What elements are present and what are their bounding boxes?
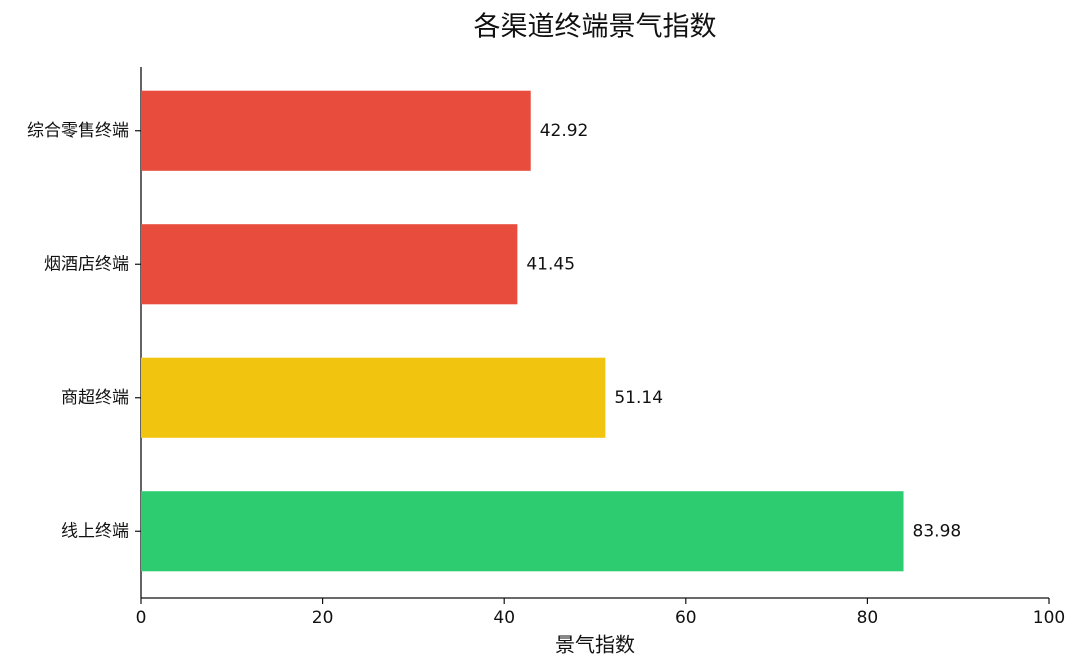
y-tick-label: 综合零售终端	[27, 121, 129, 141]
y-tick-label: 烟酒店终端	[44, 254, 129, 274]
bar	[141, 491, 904, 572]
bar	[141, 90, 531, 171]
value-label: 51.14	[614, 388, 663, 408]
bar	[141, 357, 606, 438]
x-tick-label: 80	[857, 608, 879, 628]
x-tick-label: 100	[1033, 608, 1065, 628]
value-label: 83.98	[913, 521, 962, 541]
x-tick-label: 40	[493, 608, 515, 628]
value-label: 42.92	[540, 121, 589, 141]
bar	[141, 224, 518, 305]
y-tick-label: 商超终端	[61, 388, 129, 408]
chart-title: 各渠道终端景气指数	[474, 12, 717, 43]
x-tick-label: 20	[312, 608, 334, 628]
x-tick-label: 0	[136, 608, 147, 628]
value-label: 41.45	[526, 254, 575, 274]
y-tick-label: 线上终端	[61, 521, 129, 541]
x-tick-label: 60	[675, 608, 697, 628]
x-axis-label: 景气指数	[555, 633, 635, 657]
